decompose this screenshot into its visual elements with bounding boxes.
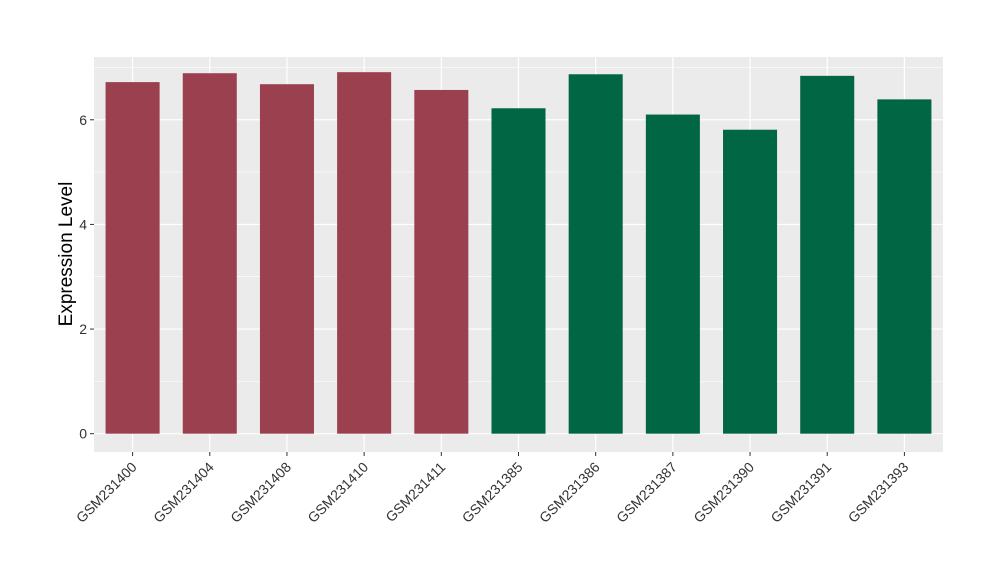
bar: [800, 75, 855, 434]
y-tick-label: 4: [79, 216, 87, 232]
y-tick-label: 2: [79, 321, 87, 337]
y-tick-label: 0: [79, 426, 87, 442]
bar: [491, 108, 546, 434]
bar: [877, 99, 932, 434]
bar: [645, 114, 700, 434]
bar: [259, 84, 314, 434]
x-tick-label: GSM231400: [73, 459, 140, 526]
x-tick-label: GSM231410: [304, 459, 371, 526]
bar: [182, 73, 237, 434]
bar: [337, 72, 392, 434]
bar: [723, 129, 778, 434]
x-tick-label: GSM231391: [767, 459, 834, 526]
x-tick-label: GSM231386: [536, 459, 603, 526]
y-tick-label: 6: [79, 112, 87, 128]
x-tick-label: GSM231408: [227, 459, 294, 526]
bar: [105, 82, 160, 434]
bar: [414, 89, 469, 434]
x-tick-label: GSM231393: [845, 459, 912, 526]
x-tick-label: GSM231404: [150, 459, 217, 526]
bar: [568, 74, 623, 434]
bars: [105, 72, 932, 434]
x-axis: GSM231400 GSM231404 GSM231408 GSM231410 GSM2…: [73, 452, 912, 526]
x-tick-label: GSM231387: [613, 459, 680, 526]
y-axis: 0 2 4 6: [79, 112, 94, 442]
y-axis-title: Expression Level: [56, 182, 77, 327]
x-tick-label: GSM231411: [382, 459, 448, 525]
x-tick-label: GSM231390: [690, 459, 757, 526]
x-tick-label: GSM231385: [459, 459, 526, 526]
